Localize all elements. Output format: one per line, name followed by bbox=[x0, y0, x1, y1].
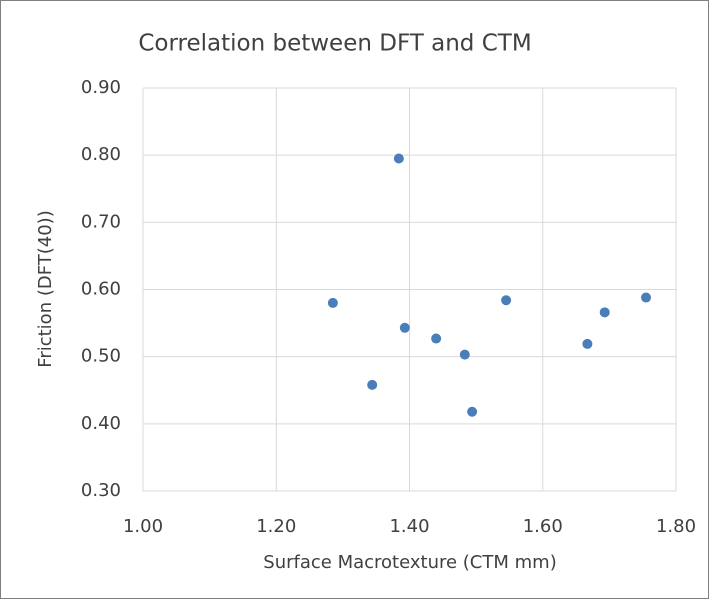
point bbox=[582, 338, 593, 349]
point bbox=[327, 297, 338, 308]
y-tick-label: 0.90 bbox=[81, 77, 121, 98]
point bbox=[431, 333, 442, 344]
y-tick-label: 0.30 bbox=[81, 480, 121, 501]
point bbox=[399, 322, 410, 333]
chart-title: Correlation between DFT and CTM bbox=[138, 31, 531, 57]
x-tick-label: 1.20 bbox=[256, 516, 296, 537]
y-axis-label: Friction (DFT(40)) bbox=[35, 210, 56, 367]
point bbox=[459, 349, 470, 360]
point bbox=[367, 379, 378, 390]
x-tick-label: 1.40 bbox=[389, 516, 429, 537]
point bbox=[599, 307, 610, 318]
x-tick-label: 1.80 bbox=[656, 516, 696, 537]
point bbox=[393, 153, 404, 164]
point bbox=[501, 295, 512, 306]
point bbox=[641, 292, 652, 303]
y-tick-label: 0.40 bbox=[81, 413, 121, 434]
x-tick-label: 1.60 bbox=[523, 516, 563, 537]
y-tick-label: 0.50 bbox=[81, 346, 121, 367]
y-tick-label: 0.70 bbox=[81, 211, 121, 232]
x-axis-label: Surface Macrotexture (CTM mm) bbox=[263, 552, 556, 573]
y-tick-label: 0.60 bbox=[81, 279, 121, 300]
y-tick-label: 0.80 bbox=[81, 144, 121, 165]
x-tick-label: 1.00 bbox=[123, 516, 163, 537]
point bbox=[467, 406, 478, 417]
